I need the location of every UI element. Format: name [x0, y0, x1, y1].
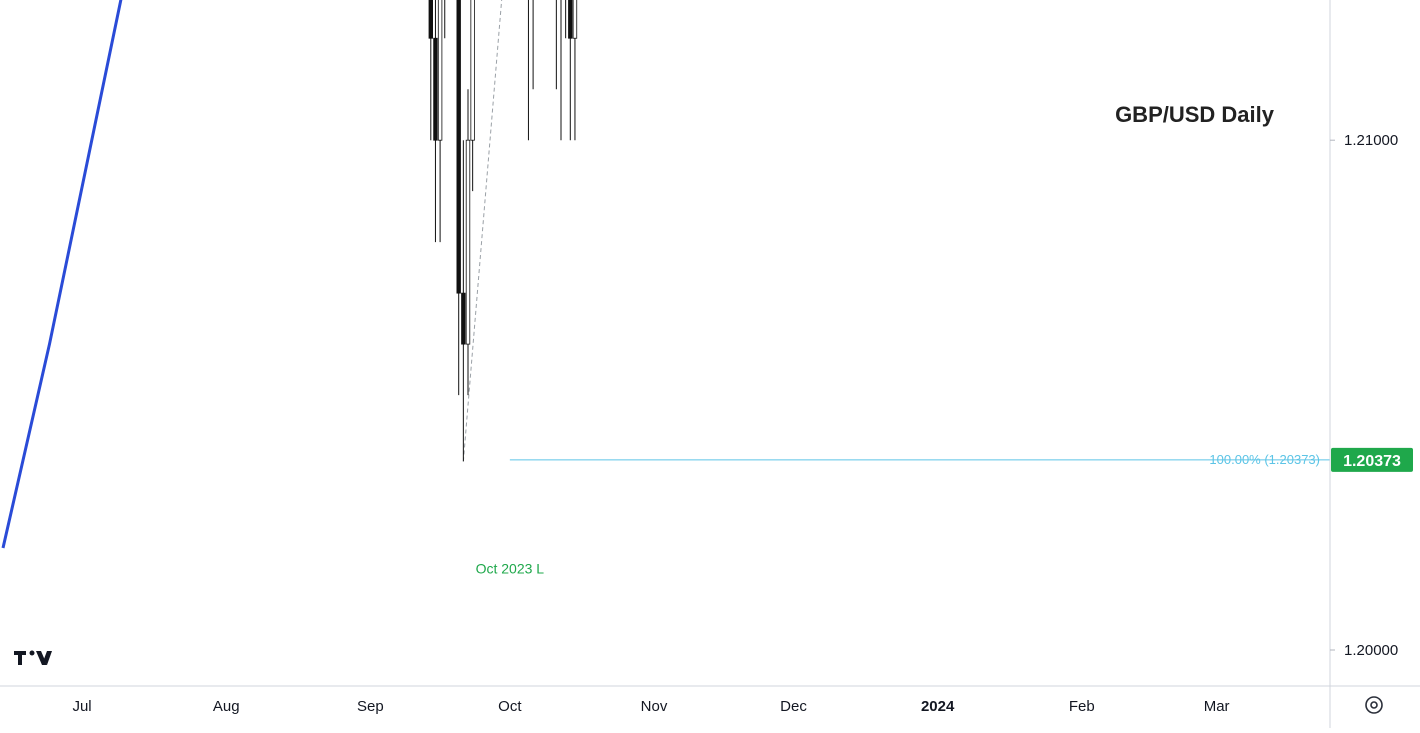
chart-annotation: Oct 2023 L [476, 561, 545, 577]
time-tick-label: Jul [72, 698, 91, 715]
chart-title: GBP/USD Daily [1115, 102, 1275, 127]
settings-gear-icon[interactable] [1365, 696, 1383, 714]
candle [527, 0, 529, 141]
candle [456, 0, 461, 396]
price-tick-label: 1.20000 [1344, 642, 1398, 659]
candle-body-up [437, 0, 443, 141]
candle-body-down [461, 292, 466, 345]
candle [572, 0, 578, 141]
candle [461, 140, 466, 462]
price-badge-box [1331, 447, 1413, 472]
candle-body-up [470, 0, 475, 141]
candle [560, 0, 562, 141]
candle [532, 0, 534, 90]
fib-level-label: 100.00% (1.20373) [1209, 452, 1320, 467]
candle [568, 0, 573, 141]
time-tick-label: 2024 [921, 698, 955, 715]
candle-body-down [433, 37, 438, 141]
candle [465, 89, 471, 396]
time-tick-label: Mar [1204, 698, 1230, 715]
time-tick-label: Aug [213, 698, 240, 715]
candle [555, 0, 557, 90]
price-badge: 1.20373 [1331, 447, 1413, 472]
candle [437, 0, 443, 243]
time-tick-label: Sep [357, 698, 384, 715]
candle [433, 0, 438, 243]
tradingview-logo [14, 650, 52, 665]
candle-body-down [568, 0, 573, 39]
time-tick-label: Dec [780, 698, 807, 715]
candle-body-down [456, 0, 461, 294]
candle-body-up [465, 139, 471, 345]
time-tick-label: Oct [498, 698, 522, 715]
candle-body-up [572, 0, 578, 39]
time-tick-label: Nov [641, 698, 668, 715]
candle [428, 0, 433, 141]
price-badge-label: 1.20373 [1343, 453, 1401, 470]
candle [470, 0, 475, 192]
candle-body-down [428, 0, 433, 39]
time-tick-label: Feb [1069, 698, 1095, 715]
price-tick-label: 1.21000 [1344, 132, 1398, 149]
